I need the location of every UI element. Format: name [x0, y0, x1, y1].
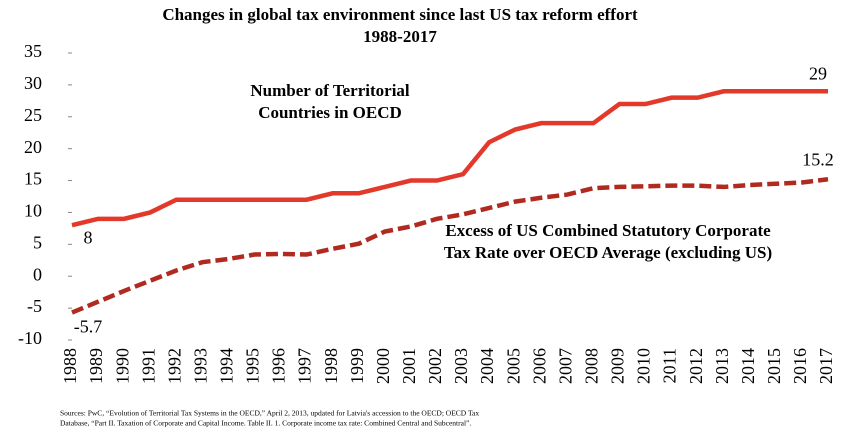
x-tick-label: 1991 [138, 348, 158, 384]
data-label: 8 [84, 227, 93, 247]
y-tick-label: 10 [24, 201, 42, 221]
x-tick-label: 2001 [399, 348, 419, 384]
line-series [71, 177, 829, 315]
x-tick-label: 2004 [477, 348, 497, 384]
line-series [71, 89, 828, 228]
y-tick-label: 20 [24, 137, 42, 157]
x-tick-label: 1992 [164, 348, 184, 384]
x-tick-label: 2009 [608, 348, 628, 384]
x-tick-label: 2005 [503, 348, 523, 384]
x-tick-label: 1994 [217, 348, 237, 384]
x-tick-label: 1999 [347, 348, 367, 384]
x-tick-label: 1998 [321, 348, 341, 384]
x-tick-label: 2003 [451, 348, 471, 384]
x-tick-label: 2013 [712, 348, 732, 384]
x-tick-label: 2000 [373, 348, 393, 384]
x-tick-label: 2016 [790, 348, 810, 384]
y-tick-label: 35 [24, 41, 42, 61]
x-tick-label: 1990 [112, 348, 132, 384]
y-tick-label: -5 [27, 296, 42, 316]
y-tick-label: -10 [18, 328, 42, 348]
x-tick-label: 1996 [269, 348, 289, 384]
data-label: -5.7 [74, 317, 103, 337]
x-tick-label: 1995 [243, 348, 263, 384]
source-note: Database, “Part II. Taxation of Corporat… [60, 419, 471, 428]
chart-subtitle: 1988-2017 [363, 27, 437, 46]
x-tick-label: 2002 [425, 348, 445, 384]
data-label: 15.2 [802, 149, 834, 169]
x-tick-label: 2010 [634, 348, 654, 384]
annotation: Countries in OECD [258, 103, 402, 122]
annotation: Tax Rate over OECD Average (excluding US… [444, 243, 772, 262]
annotation: Excess of US Combined Statutory Corporat… [445, 221, 771, 240]
x-tick-label: 2014 [738, 348, 758, 384]
source-note: Sources: PwC, “Evolution of Territorial … [60, 409, 479, 418]
y-tick-label: 15 [24, 169, 42, 189]
annotation: Number of Territorial [250, 81, 410, 100]
x-tick-label: 1988 [60, 348, 80, 384]
x-tick-label: 1989 [86, 348, 106, 384]
x-tick-label: 1997 [295, 348, 315, 384]
x-tick-label: 2007 [555, 348, 575, 384]
y-tick-label: 0 [33, 264, 42, 284]
y-tick-label: 25 [24, 105, 42, 125]
x-tick-label: 2008 [582, 348, 602, 384]
data-label: 29 [809, 63, 827, 83]
x-tick-label: 1993 [190, 348, 210, 384]
x-tick-label: 2012 [686, 348, 706, 384]
chart-title: Changes in global tax environment since … [162, 5, 638, 24]
x-tick-label: 2017 [816, 348, 836, 384]
x-tick-label: 2015 [764, 348, 784, 384]
x-tick-label: 2006 [529, 348, 549, 384]
x-tick-label: 2011 [660, 348, 680, 383]
y-tick-label: 5 [33, 232, 42, 252]
y-tick-label: 30 [24, 73, 42, 93]
